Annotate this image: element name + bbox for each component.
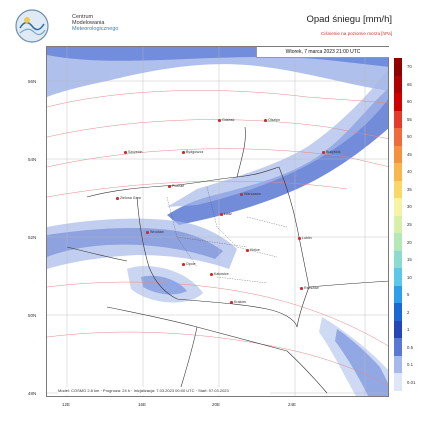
map-canvas bbox=[47, 47, 388, 396]
lat-label: 48N bbox=[28, 391, 37, 396]
colorbar-segment bbox=[394, 338, 402, 356]
map-title: Opad śniegu [mm/h] bbox=[306, 14, 392, 25]
lon-label: 16E bbox=[138, 402, 147, 407]
lat-label: 52N bbox=[28, 235, 37, 240]
colorbar-segment bbox=[394, 268, 402, 286]
city-label: Kielce bbox=[246, 248, 260, 252]
colorbar-segment bbox=[394, 215, 402, 234]
colorbar-segment bbox=[394, 180, 402, 199]
lat-label: 56N bbox=[28, 79, 37, 84]
colorbar-tick-label: 45 bbox=[407, 151, 412, 157]
snow-band-east-light bbox=[167, 69, 388, 207]
colorbar-tick-label: 0.5 bbox=[407, 344, 413, 350]
city-label: Rzeszów bbox=[300, 286, 319, 290]
forecast-map bbox=[46, 46, 389, 397]
snow-patch-se-light bbox=[319, 317, 388, 396]
colorbar-segment bbox=[394, 128, 402, 146]
city-label: Olsztyn bbox=[264, 118, 280, 122]
city-label: Opole bbox=[182, 262, 196, 266]
colorbar-segment bbox=[394, 163, 402, 181]
forecast-datetime: Wtorek, 7 marca 2023 21:00 UTC bbox=[256, 47, 389, 58]
org-line-1: Centrum bbox=[72, 14, 94, 20]
organization-name: Centrum Modelowania Meteorologicznego bbox=[72, 14, 118, 32]
org-line-2: Modelowania bbox=[72, 20, 105, 26]
snow-band-west-light bbox=[47, 218, 237, 269]
cmm-logo-icon bbox=[15, 9, 49, 43]
colorbar-segment bbox=[394, 233, 402, 251]
city-label: Zielona Góra bbox=[116, 196, 141, 200]
lon-label: 20E bbox=[212, 402, 221, 407]
lon-label: 24E bbox=[288, 402, 297, 407]
colorbar-tick-label: 70 bbox=[407, 64, 412, 70]
colorbar-tick-label: 2 bbox=[407, 309, 410, 315]
colorbar-tick-label: 0.1 bbox=[407, 362, 413, 368]
lat-label: 54N bbox=[28, 157, 37, 162]
city-label: Poznań bbox=[167, 184, 185, 188]
city-label: Gdańsk bbox=[217, 118, 235, 122]
city-label: Katowice bbox=[210, 272, 229, 276]
colorbar-segment bbox=[394, 75, 402, 94]
colorbar-segment bbox=[394, 303, 402, 321]
header: Centrum Modelowania Meteorologicznego Op… bbox=[0, 0, 447, 50]
colorbar-tick-label: 65 bbox=[407, 81, 412, 87]
country-borders bbox=[66, 126, 388, 394]
colorbar-tick-label: 15 bbox=[407, 257, 412, 263]
colorbar-segment bbox=[394, 110, 402, 129]
colorbar-tick-label: 25 bbox=[407, 222, 412, 227]
snow-patch-sw-light bbox=[127, 266, 203, 303]
colorbar-tick-label: 5 bbox=[407, 292, 410, 298]
colorbar-segment bbox=[394, 250, 402, 269]
colorbar-segment bbox=[394, 320, 402, 339]
map-subtitle: Ciśnienie na poziomie morza [hPa] bbox=[321, 31, 392, 36]
regional-borders bbox=[166, 186, 288, 284]
city-label: Warszawa bbox=[240, 192, 261, 196]
city-label: Lublin bbox=[298, 236, 312, 240]
isobars bbox=[47, 90, 388, 387]
colorbar-segment bbox=[394, 93, 402, 111]
colorbar-labels: 70 65 60 55 50 45 40 35 30 25 20 15 10 5 2 1 0.5 0.1 0.01 bbox=[407, 58, 437, 391]
model-info: Model: COSMO 2.8 km · Prognoza: 24 h · I… bbox=[58, 387, 270, 395]
lat-label: 50N bbox=[28, 313, 37, 318]
colorbar-tick-label: 40 bbox=[407, 169, 412, 175]
city-label: Białystok bbox=[321, 150, 341, 154]
colorbar-tick-label: 0.01 bbox=[407, 379, 416, 385]
colorbar-tick-label: 30 bbox=[407, 204, 412, 210]
colorbar-tick-label: 60 bbox=[407, 99, 412, 105]
colorbar bbox=[394, 58, 402, 391]
org-line-3: Meteorologicznego bbox=[72, 26, 119, 32]
colorbar-tick-label: 20 bbox=[407, 239, 412, 245]
colorbar-segment bbox=[394, 355, 402, 374]
lon-label: 12E bbox=[62, 402, 71, 407]
city-label: Wrocław bbox=[146, 230, 164, 234]
colorbar-segment bbox=[394, 145, 402, 164]
snow-band-northeast bbox=[167, 88, 388, 225]
colorbar-segment bbox=[394, 198, 402, 216]
colorbar-tick-label: 50 bbox=[407, 134, 412, 140]
colorbar-tick-label: 35 bbox=[407, 186, 412, 192]
city-label: Kraków bbox=[230, 300, 246, 304]
city-label: Bydgoszcz bbox=[181, 150, 204, 154]
colorbar-tick-label: 55 bbox=[407, 116, 412, 122]
city-label: Szczecin bbox=[123, 150, 143, 154]
colorbar-segment bbox=[394, 373, 402, 391]
colorbar-tick-label: 10 bbox=[407, 274, 412, 280]
colorbar-segment bbox=[394, 285, 402, 304]
city-label: Łódź bbox=[220, 212, 232, 216]
colorbar-segment bbox=[394, 58, 402, 76]
colorbar-tick-label: 1 bbox=[407, 327, 410, 333]
